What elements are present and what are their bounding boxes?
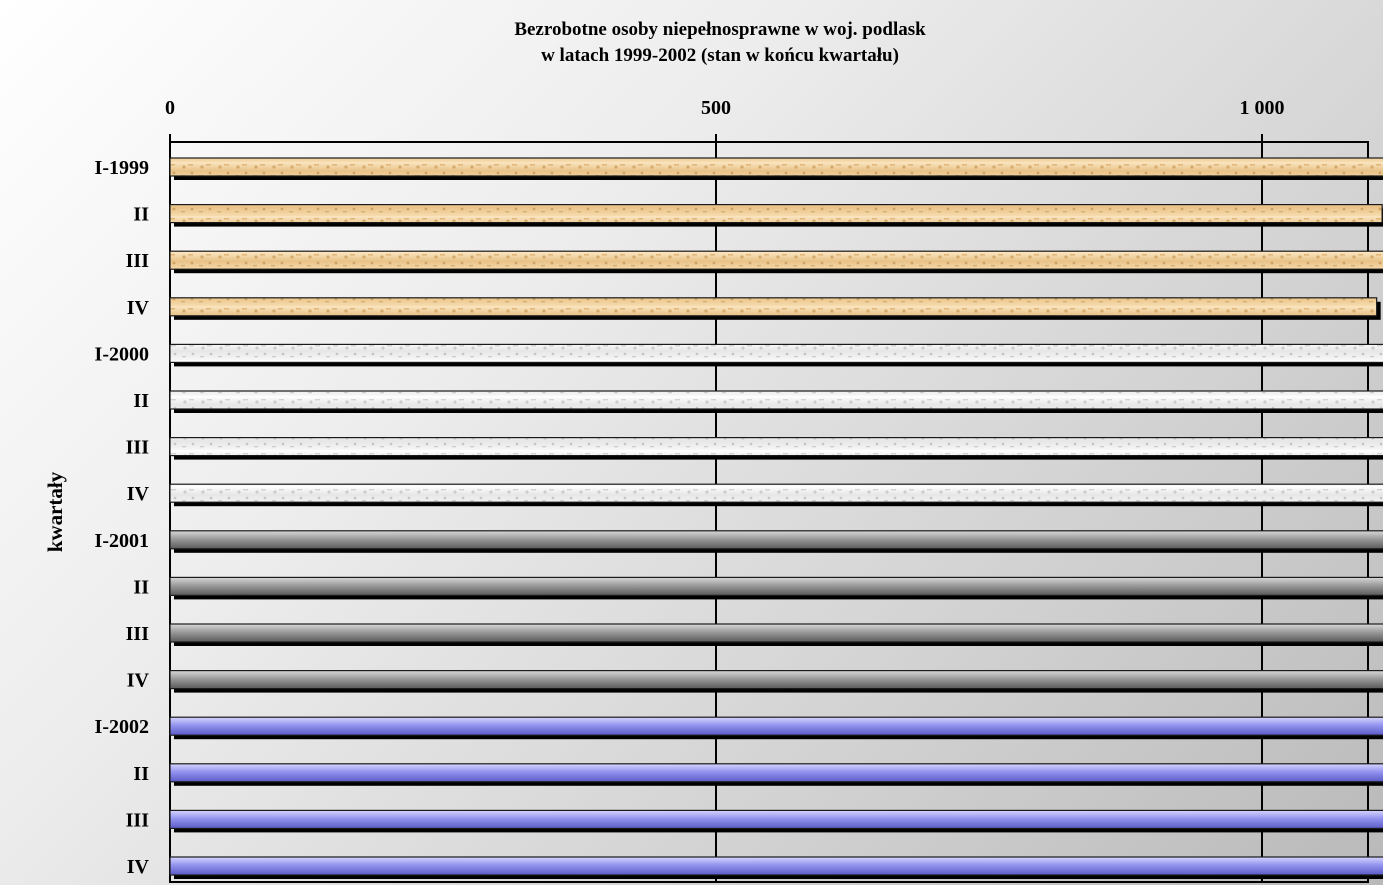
- category-label: III: [126, 809, 150, 831]
- bar: [169, 576, 1383, 597]
- category-label: I-2002: [95, 716, 149, 738]
- bar: [169, 157, 1383, 177]
- category-label: III: [126, 437, 150, 459]
- category-label: III: [126, 623, 150, 645]
- bar: [169, 390, 1383, 410]
- chart-title-line1: Bezrobotne osoby niepełnosprawne w woj. …: [514, 19, 926, 40]
- category-label: I-2001: [95, 530, 149, 552]
- x-tick-label: 500: [701, 97, 731, 119]
- category-label: I-1999: [95, 157, 149, 179]
- bar: [169, 297, 1378, 317]
- bar: [169, 763, 1383, 783]
- category-label: I-2000: [95, 343, 149, 365]
- category-label: IV: [127, 856, 150, 878]
- chart-title-line2: w latach 1999-2002 (stan w końcu kwartał…: [541, 45, 899, 66]
- category-label: III: [126, 250, 150, 272]
- x-tick-label: 0: [165, 97, 175, 119]
- category-label: IV: [127, 670, 150, 692]
- bar: [169, 437, 1383, 457]
- bar: [169, 250, 1383, 270]
- bar: [169, 204, 1383, 224]
- category-label: IV: [127, 483, 150, 505]
- bar: [169, 716, 1383, 736]
- bar: [169, 530, 1383, 550]
- plot-area: [169, 141, 1369, 883]
- bar: [169, 343, 1383, 363]
- category-label: IV: [127, 297, 150, 319]
- bar: [169, 483, 1383, 503]
- bar: [169, 809, 1383, 830]
- category-label: II: [133, 576, 149, 598]
- category-label: II: [133, 204, 149, 226]
- y-axis-label: kwartały: [43, 471, 67, 552]
- bar: [169, 856, 1383, 876]
- x-tick-label: 1 000: [1240, 97, 1285, 119]
- bar: [169, 669, 1383, 690]
- category-label: II: [133, 763, 149, 785]
- bar: [169, 623, 1383, 643]
- category-label: II: [133, 390, 149, 412]
